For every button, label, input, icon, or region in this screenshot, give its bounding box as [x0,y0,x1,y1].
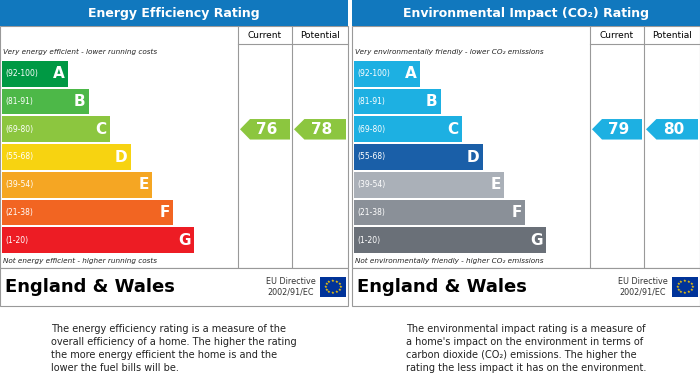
Text: Potential: Potential [652,30,692,39]
Text: F: F [512,205,522,220]
Text: (55-68): (55-68) [5,152,33,161]
Text: ★: ★ [327,280,331,284]
Text: B: B [74,94,85,109]
FancyBboxPatch shape [352,26,700,268]
Polygon shape [240,119,290,140]
Text: ★: ★ [324,282,328,286]
Text: A: A [52,66,64,81]
Text: ★: ★ [676,285,679,289]
Text: 79: 79 [608,122,629,137]
Text: ★: ★ [687,290,691,294]
Text: Current: Current [248,30,282,39]
Text: E: E [491,177,500,192]
Polygon shape [592,119,642,140]
Text: (1-20): (1-20) [357,236,380,245]
FancyBboxPatch shape [0,268,348,306]
Text: (55-68): (55-68) [357,152,385,161]
Text: ★: ★ [323,285,327,289]
Text: (21-38): (21-38) [357,208,385,217]
FancyBboxPatch shape [2,89,89,115]
Text: ★: ★ [324,288,328,292]
Text: Very environmentally friendly - lower CO₂ emissions: Very environmentally friendly - lower CO… [355,49,544,55]
Text: ★: ★ [331,279,335,283]
Text: Current: Current [600,30,634,39]
Text: C: C [447,122,458,137]
Text: ★: ★ [327,290,331,294]
Text: (69-80): (69-80) [357,125,385,134]
Text: G: G [178,233,191,248]
Text: ★: ★ [335,290,339,294]
FancyBboxPatch shape [352,0,700,26]
Text: (1-20): (1-20) [5,236,28,245]
FancyBboxPatch shape [0,0,348,26]
Text: ★: ★ [676,282,680,286]
Text: ★: ★ [335,280,339,284]
Text: ★: ★ [683,279,687,283]
FancyBboxPatch shape [2,144,131,170]
Text: E: E [139,177,149,192]
Text: EU Directive
2002/91/EC: EU Directive 2002/91/EC [266,277,316,297]
FancyBboxPatch shape [0,26,348,268]
Polygon shape [646,119,698,140]
Text: ★: ★ [339,285,343,289]
Text: 78: 78 [312,122,332,137]
Polygon shape [294,119,346,140]
Text: Very energy efficient - lower running costs: Very energy efficient - lower running co… [3,49,157,55]
Text: ★: ★ [338,282,342,286]
Text: F: F [160,205,170,220]
FancyBboxPatch shape [354,144,483,170]
FancyBboxPatch shape [354,199,525,225]
Text: England & Wales: England & Wales [5,278,175,296]
Text: Environmental Impact (CO₂) Rating: Environmental Impact (CO₂) Rating [403,7,649,20]
FancyBboxPatch shape [2,199,173,225]
FancyBboxPatch shape [354,172,504,197]
Text: (69-80): (69-80) [5,125,33,134]
FancyBboxPatch shape [354,117,461,142]
FancyBboxPatch shape [2,172,152,197]
Text: D: D [115,149,127,165]
FancyBboxPatch shape [354,61,419,87]
Text: ★: ★ [679,290,683,294]
Text: ★: ★ [690,282,694,286]
Text: EU Directive
2002/91/EC: EU Directive 2002/91/EC [618,277,668,297]
Text: ★: ★ [690,288,694,292]
Text: D: D [467,149,480,165]
Text: (92-100): (92-100) [5,69,38,78]
FancyBboxPatch shape [672,277,698,297]
Text: (81-91): (81-91) [5,97,33,106]
Text: C: C [95,122,106,137]
Text: England & Wales: England & Wales [357,278,527,296]
Text: ★: ★ [691,285,694,289]
FancyBboxPatch shape [2,61,67,87]
Text: ★: ★ [331,291,335,295]
Text: 80: 80 [664,122,685,137]
Text: ★: ★ [683,291,687,295]
Text: (81-91): (81-91) [357,97,385,106]
Text: ★: ★ [679,280,683,284]
FancyBboxPatch shape [320,277,346,297]
Text: G: G [531,233,543,248]
Text: ★: ★ [676,288,680,292]
Text: 76: 76 [256,122,278,137]
FancyBboxPatch shape [354,89,440,115]
Text: ★: ★ [687,280,691,284]
FancyBboxPatch shape [2,117,110,142]
Text: (39-54): (39-54) [357,180,385,189]
FancyBboxPatch shape [352,268,700,306]
Text: A: A [405,66,416,81]
Text: Not energy efficient - higher running costs: Not energy efficient - higher running co… [3,258,157,264]
FancyBboxPatch shape [354,227,546,253]
Text: (21-38): (21-38) [5,208,33,217]
Text: Energy Efficiency Rating: Energy Efficiency Rating [88,7,260,20]
Text: B: B [426,94,438,109]
Text: ★: ★ [338,288,342,292]
Text: The environmental impact rating is a measure of
a home's impact on the environme: The environmental impact rating is a mea… [406,324,646,373]
Text: The energy efficiency rating is a measure of the
overall efficiency of a home. T: The energy efficiency rating is a measur… [51,324,297,373]
FancyBboxPatch shape [2,227,194,253]
Text: Not environmentally friendly - higher CO₂ emissions: Not environmentally friendly - higher CO… [355,258,543,264]
Text: Potential: Potential [300,30,340,39]
Text: (39-54): (39-54) [5,180,34,189]
Text: (92-100): (92-100) [357,69,390,78]
